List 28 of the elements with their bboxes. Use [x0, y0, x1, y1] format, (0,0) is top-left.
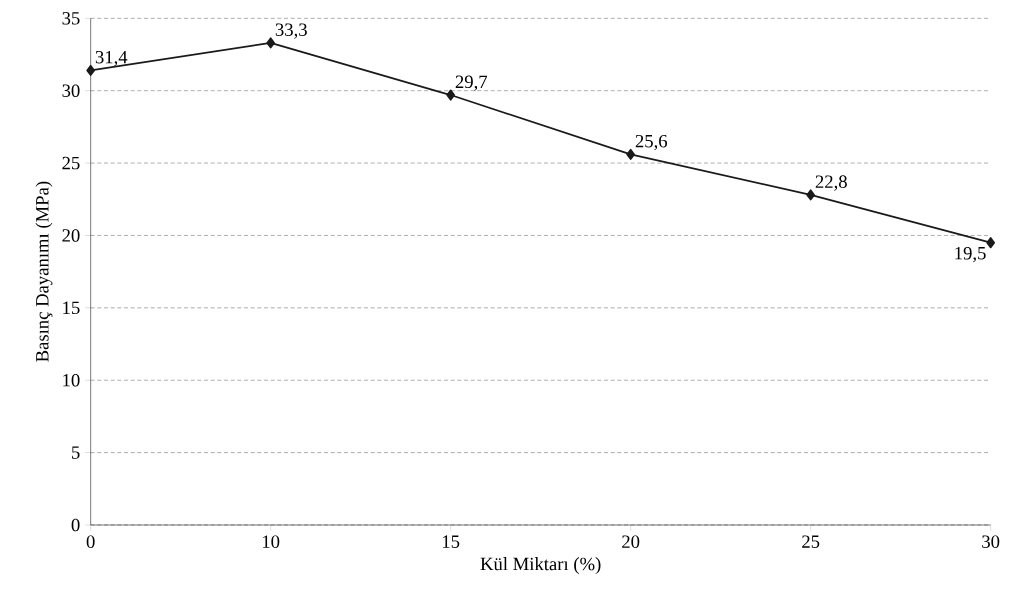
- data-label: 29,7: [455, 75, 488, 91]
- y-tick-label: 20: [62, 229, 80, 242]
- y-axis-title: Basınç Dayanımı (MPa): [35, 181, 53, 362]
- x-tick-label: 20: [622, 535, 640, 548]
- point: [446, 89, 456, 101]
- data-label: 33,3: [275, 23, 307, 39]
- data-label: 22,8: [815, 175, 847, 191]
- point: [626, 148, 636, 160]
- x-tick-label: 25: [802, 535, 820, 548]
- data-label: 19,5: [955, 246, 986, 263]
- x-tick-label: 0: [86, 535, 95, 548]
- data-label: 31,4: [95, 50, 128, 67]
- point: [986, 237, 996, 249]
- data-label: 25,6: [635, 134, 668, 151]
- y-tick-label: 25: [62, 156, 80, 170]
- y-tick-label: 35: [62, 12, 80, 25]
- point: [86, 64, 96, 76]
- x-axis-title: Kül Miktarı (%): [480, 557, 601, 575]
- point: [806, 189, 816, 201]
- y-tick-label: 15: [63, 301, 80, 315]
- y-tick-label: 30: [62, 84, 80, 98]
- x-tick-label: 15: [442, 535, 460, 548]
- x-tick-label: 30: [982, 535, 1000, 548]
- y-tick-label: 10: [63, 373, 80, 387]
- y-tick-label: 5: [72, 446, 80, 459]
- point: [266, 37, 276, 49]
- x-tick-label: 10: [262, 535, 280, 548]
- y-tick-label: 0: [71, 518, 80, 532]
